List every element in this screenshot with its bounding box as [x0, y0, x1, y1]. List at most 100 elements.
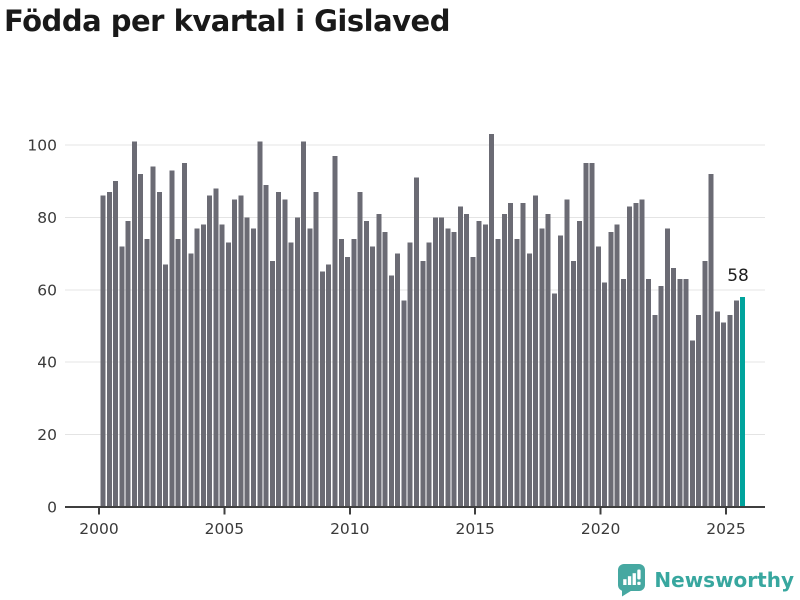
bar-2022-q1: [652, 315, 658, 507]
bar-2019-q3: [589, 163, 595, 507]
bar-2001-q3: [138, 173, 144, 507]
bar-2014-q4: [470, 257, 476, 507]
bar-2012-q3: [414, 177, 419, 507]
bar-2023-q2: [683, 278, 689, 507]
bar-2025-q2: [733, 300, 739, 507]
bar-2000-q4: [119, 246, 125, 508]
bar-2014-q2: [457, 206, 463, 508]
bar-2013-q4: [445, 228, 451, 507]
newsworthy-logo-text: Newsworthy: [654, 568, 794, 592]
bar-2010-q4: [370, 246, 376, 508]
bar-2008-q3: [313, 192, 319, 507]
bar-2002-q1: [150, 166, 156, 507]
bar-2024-q3: [714, 311, 720, 507]
bar-2012-q2: [407, 242, 413, 508]
bar-2018-q2: [558, 235, 564, 507]
bar-2019-q1: [577, 221, 583, 507]
bar-2021-q2: [633, 202, 639, 508]
x-axis-label-2010: 2010: [330, 520, 369, 538]
bar-2009-q1: [326, 264, 332, 507]
bar-2005-q1: [225, 242, 231, 508]
bar-2013-q3: [439, 217, 445, 507]
bar-2007-q3: [288, 242, 294, 508]
bar-2012-q1: [401, 300, 407, 507]
bar-2025-q1: [727, 315, 733, 507]
logo-bubble: [618, 564, 646, 591]
bar-2020-q4: [620, 278, 626, 507]
bar-2001-q1: [125, 221, 131, 507]
bar-2009-q2: [332, 155, 338, 508]
bar-2018-q3: [564, 199, 570, 508]
bar-2022-q3: [664, 228, 670, 507]
bar-2003-q4: [194, 228, 200, 507]
bar-2005-q3: [238, 195, 244, 507]
newsworthy-logo-icon: [618, 564, 646, 597]
bar-2006-q1: [250, 228, 256, 507]
bar-2008-q4: [319, 271, 325, 507]
bar-2002-q2: [156, 192, 162, 507]
logo-mini-bar-3: [632, 573, 637, 585]
bar-2008-q2: [307, 228, 313, 507]
x-axis-label-2005: 2005: [205, 520, 244, 538]
bar-2023-q1: [677, 278, 683, 507]
bar-2017-q2: [533, 195, 539, 507]
x-axis-label-2020: 2020: [581, 520, 620, 538]
bar-2008-q1: [301, 141, 307, 507]
bar-2015-q2: [482, 224, 488, 507]
logo-bubble-tail: [622, 587, 635, 597]
bar-2002-q4: [169, 170, 175, 507]
bar-2007-q2: [282, 199, 288, 508]
page-title: Födda per kvartal i Gislaved: [4, 4, 450, 38]
y-axis-label-60: 60: [37, 281, 57, 299]
bar-2003-q3: [188, 253, 194, 507]
bar-2016-q3: [514, 239, 520, 507]
bar-2019-q2: [583, 163, 589, 507]
newsworthy-logo: Newsworthy: [617, 563, 794, 597]
bar-2006-q2: [257, 141, 263, 507]
bar-2003-q2: [182, 163, 188, 507]
bar-2016-q4: [520, 202, 526, 508]
bar-2012-q4: [420, 260, 426, 507]
bar-2000-q2: [106, 192, 112, 507]
bar-2000-q1: [100, 195, 106, 507]
y-axis-label-40: 40: [37, 354, 57, 372]
bar-2015-q1: [476, 221, 482, 507]
bar-2011-q1: [376, 213, 382, 507]
bar-2007-q4: [294, 217, 300, 507]
bar-2024-q2: [708, 173, 714, 507]
x-axis-label-2025: 2025: [706, 520, 745, 538]
bar-2014-q1: [451, 231, 457, 507]
bar-2004-q2: [207, 195, 213, 507]
bar-2000-q3: [113, 181, 119, 507]
logo-exclamation-bar: [637, 569, 641, 580]
highlight-bar-2025-q3: [740, 297, 746, 507]
bar-2015-q4: [495, 239, 501, 507]
bar-2004-q3: [213, 188, 219, 507]
bar-2020-q2: [608, 231, 614, 507]
bar-2024-q1: [702, 260, 708, 507]
bar-2018-q1: [551, 293, 557, 507]
bar-2011-q3: [388, 275, 394, 507]
x-axis-label-2015: 2015: [455, 520, 494, 538]
bar-2023-q4: [696, 315, 702, 507]
bar-2014-q3: [464, 213, 470, 507]
y-axis-label-0: 0: [47, 499, 57, 517]
bar-2013-q2: [432, 217, 438, 507]
bar-2018-q4: [570, 260, 576, 507]
logo-mini-bar-1: [623, 579, 627, 585]
bar-2016-q1: [501, 213, 507, 507]
bar-2009-q3: [338, 239, 344, 507]
bar-2004-q1: [200, 224, 206, 507]
bar-2019-q4: [595, 246, 601, 508]
bar-2022-q4: [671, 268, 677, 507]
x-axis-label-2000: 2000: [79, 520, 118, 538]
bar-2001-q4: [144, 239, 150, 507]
bar-2010-q1: [351, 239, 357, 507]
bar-2017-q4: [545, 213, 551, 507]
bar-2005-q2: [232, 199, 238, 508]
bar-2010-q3: [363, 221, 369, 507]
bar-2021-q4: [645, 278, 651, 507]
bar-2021-q3: [639, 199, 645, 508]
